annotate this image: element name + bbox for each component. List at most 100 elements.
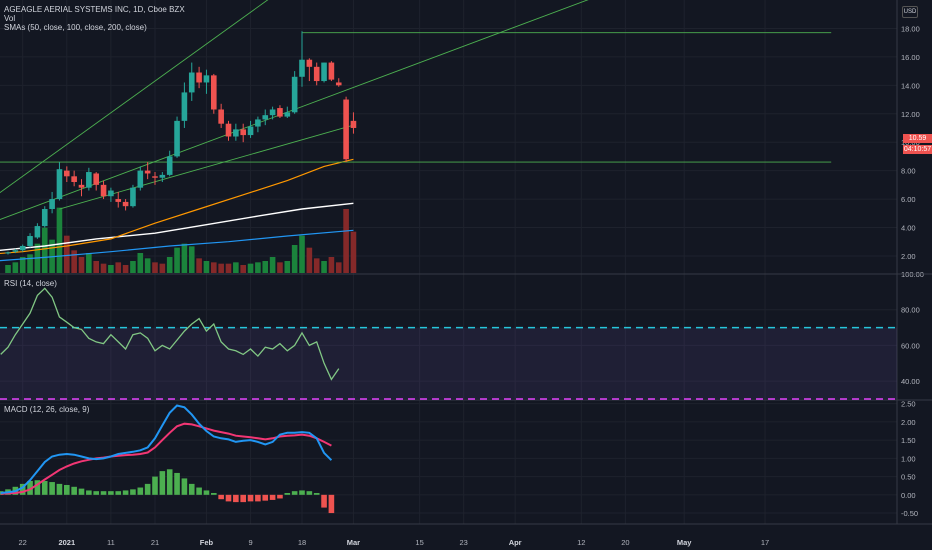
x-tick-label: 11 xyxy=(107,538,115,547)
candle-body xyxy=(122,201,129,207)
x-tick-label: Feb xyxy=(200,538,214,547)
macd-histogram-bar xyxy=(313,493,320,495)
currency-badge[interactable]: USD xyxy=(902,6,918,18)
volume-bar xyxy=(93,261,99,273)
candle-body xyxy=(130,187,136,207)
candle-body xyxy=(225,123,232,137)
volume-bar xyxy=(350,231,357,273)
macd-histogram-bar xyxy=(321,494,327,508)
macd-histogram-bar xyxy=(71,486,77,495)
macd-histogram-bar xyxy=(255,494,261,502)
x-tick-label: 9 xyxy=(248,538,252,547)
volume-bar xyxy=(166,257,173,273)
macd-histogram-bar xyxy=(115,491,122,495)
symbol-title: AGEAGLE AERIAL SYSTEMS INC, 1D, Cboe BZX xyxy=(4,5,185,14)
volume-bar xyxy=(5,265,11,273)
x-tick-label: 15 xyxy=(415,538,423,547)
macd-tick-label: 2.00 xyxy=(901,418,916,427)
macd-histogram-bar xyxy=(306,491,313,495)
candle-body xyxy=(218,109,224,124)
volume-bar xyxy=(269,257,276,273)
volume-bar xyxy=(335,262,342,273)
x-tick-label: 21 xyxy=(151,538,159,547)
candle-body xyxy=(71,176,77,182)
macd-histogram-bar xyxy=(196,487,202,495)
macd-tick-label: 1.50 xyxy=(901,436,916,445)
macd-histogram-bar xyxy=(291,491,298,495)
x-tick-label: 12 xyxy=(577,538,585,547)
macd-histogram-bar xyxy=(144,483,151,495)
candle-body xyxy=(321,62,327,82)
volume-bar xyxy=(313,258,320,273)
volume-bar xyxy=(299,235,305,273)
rsi-line xyxy=(0,287,340,381)
volume-bar xyxy=(255,262,261,273)
candle-body xyxy=(203,75,210,83)
macd-histogram-bar xyxy=(86,490,92,495)
volume-bar xyxy=(137,253,144,273)
y-tick-label: 16.00 xyxy=(901,53,920,62)
candle-body xyxy=(181,92,188,121)
candle-body xyxy=(152,176,158,178)
macd-tick-label: 0.50 xyxy=(901,473,916,482)
macd-histogram-bar xyxy=(262,494,269,501)
last-price-tag: 10.59 xyxy=(903,134,932,143)
x-tick-label: 20 xyxy=(621,538,629,547)
volume-bar xyxy=(12,262,19,273)
candle-body xyxy=(56,169,63,200)
sma50-line xyxy=(0,158,354,255)
volume-bar xyxy=(27,254,33,273)
macd-histogram-bar xyxy=(100,491,107,495)
y-tick-label: 8.00 xyxy=(901,167,916,176)
candle-body xyxy=(350,120,357,128)
macd-histogram-bar xyxy=(130,489,136,495)
volume-bar xyxy=(100,263,107,273)
macd-histogram-bar xyxy=(159,471,166,495)
macd-histogram-bar xyxy=(19,483,26,495)
macd-histogram-bar xyxy=(166,469,173,495)
macd-histogram-bar xyxy=(225,494,232,502)
candle-body xyxy=(108,190,114,197)
trendline xyxy=(0,0,269,194)
candle-body xyxy=(335,82,342,86)
macd-tick-label: -0.50 xyxy=(901,509,918,518)
candle-body xyxy=(27,236,33,246)
macd-histogram-bar xyxy=(64,484,70,495)
macd-histogram-bar xyxy=(233,494,239,503)
rsi-tick-label: 40.00 xyxy=(901,377,920,386)
volume-bar xyxy=(284,261,291,273)
candle-body xyxy=(34,226,41,238)
macd-line xyxy=(0,404,333,494)
volume-bar xyxy=(174,247,180,273)
volume-bar xyxy=(196,258,202,273)
candle-body xyxy=(233,129,239,137)
candle-body xyxy=(299,59,305,77)
candle-body xyxy=(144,170,151,174)
macd-histogram-bar xyxy=(277,494,283,499)
candle-body xyxy=(313,66,320,82)
macd-histogram-bar xyxy=(247,494,254,502)
macd-histogram-bar xyxy=(93,491,99,495)
y-tick-label: 12.00 xyxy=(901,110,920,119)
y-tick-label: 4.00 xyxy=(901,224,916,233)
sma100-line xyxy=(0,202,354,252)
candle-body xyxy=(188,72,195,93)
candle-body xyxy=(115,199,122,202)
volume-bar xyxy=(152,262,158,273)
volume-bar xyxy=(159,263,166,273)
macd-histogram-bar xyxy=(203,490,210,495)
macd-histogram-bar xyxy=(56,483,63,495)
macd-histogram-bar xyxy=(240,494,246,503)
volume-bar xyxy=(218,263,224,273)
volume-bar xyxy=(56,207,63,273)
candle-body xyxy=(159,174,166,178)
macd-histogram-bar xyxy=(152,476,158,495)
y-tick-label: 18.00 xyxy=(901,24,920,33)
candle-body xyxy=(196,72,202,83)
macd-histogram-bar xyxy=(34,480,41,495)
candle-body xyxy=(284,112,291,117)
volume-bar xyxy=(247,263,254,273)
volume-bar xyxy=(291,245,298,273)
candle-body xyxy=(291,76,298,113)
